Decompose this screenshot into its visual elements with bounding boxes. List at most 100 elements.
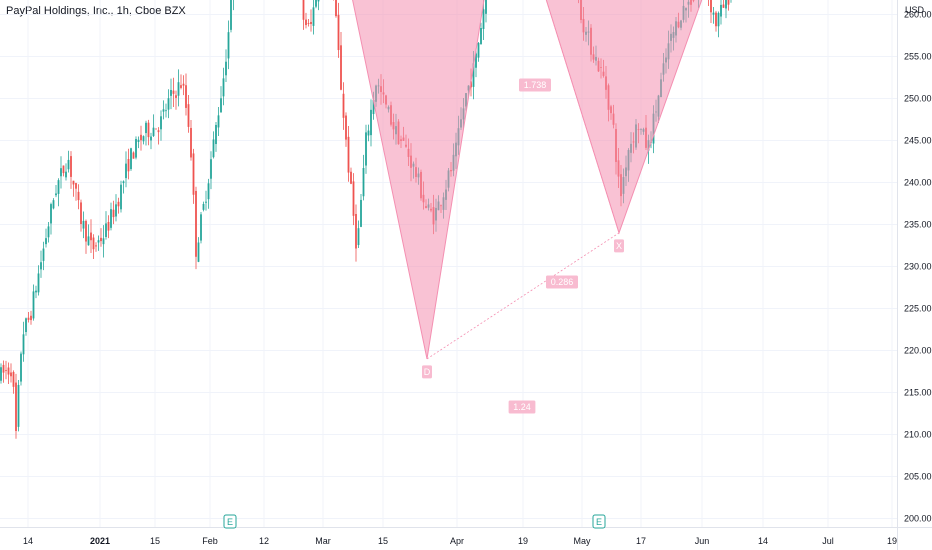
x-tick-label: Mar <box>315 536 331 546</box>
candle <box>135 136 137 160</box>
x-tick-label: Jun <box>695 536 710 546</box>
candle <box>90 219 92 254</box>
candle <box>717 11 720 38</box>
candle <box>355 204 357 262</box>
candle <box>25 317 27 336</box>
candle <box>105 211 107 240</box>
candle <box>362 154 365 201</box>
candle <box>352 173 355 226</box>
candle <box>20 351 22 386</box>
candle <box>72 180 75 197</box>
candle <box>0 363 2 384</box>
svg-text:1.24: 1.24 <box>513 402 531 412</box>
y-tick-label: 225.00 <box>904 304 932 314</box>
candle <box>210 151 212 190</box>
candle <box>27 312 30 323</box>
x-tick-label: May <box>573 536 591 546</box>
candle <box>185 73 187 116</box>
candle <box>117 197 120 214</box>
candle <box>120 180 122 213</box>
candle <box>110 202 112 231</box>
x-tick-label: Apr <box>450 536 464 546</box>
candle <box>305 12 307 29</box>
candle <box>217 107 220 136</box>
candle <box>142 135 145 145</box>
candle <box>130 147 132 171</box>
candle <box>70 151 72 189</box>
earnings-icon[interactable]: E <box>592 514 606 529</box>
candle <box>152 114 155 137</box>
candle <box>220 86 222 113</box>
candle <box>357 220 360 248</box>
candle <box>122 180 125 194</box>
candle <box>720 0 722 25</box>
candle <box>335 0 337 18</box>
candle <box>190 120 192 161</box>
candle <box>207 178 210 209</box>
candle <box>350 167 352 185</box>
candle <box>202 201 205 212</box>
candle <box>485 0 487 23</box>
ratio-label: 1.738 <box>519 78 551 92</box>
candle <box>347 125 350 182</box>
candle <box>62 165 65 177</box>
y-tick-label: 215.00 <box>904 388 932 398</box>
candle <box>60 156 62 189</box>
candle <box>187 94 190 133</box>
candle <box>92 234 95 260</box>
candle <box>40 250 42 278</box>
candle <box>162 100 165 120</box>
candle <box>175 90 177 110</box>
candle <box>712 6 715 24</box>
candle <box>5 360 7 380</box>
candle <box>85 219 87 254</box>
y-tick-label: 250.00 <box>904 94 932 104</box>
candle <box>708 0 709 7</box>
pattern-triangle-bxa <box>545 0 703 235</box>
candle <box>192 148 195 204</box>
candle <box>710 0 712 24</box>
svg-text:0.286: 0.286 <box>551 277 574 287</box>
candle <box>67 150 70 173</box>
candle <box>42 241 45 271</box>
x-tick-label: 14 <box>758 536 768 546</box>
candle <box>182 75 185 96</box>
candle <box>230 0 232 33</box>
candle <box>315 0 317 9</box>
x-tick-label: 19 <box>887 536 897 546</box>
candle <box>360 194 362 228</box>
candle <box>200 212 202 244</box>
earnings-icon[interactable]: E <box>223 514 237 529</box>
candle <box>65 163 67 181</box>
candle <box>225 49 227 83</box>
pattern-triangle-cdb <box>352 0 485 360</box>
candle <box>160 110 162 141</box>
candle <box>80 199 82 232</box>
candle <box>35 285 37 299</box>
y-tick-label: 260.00 <box>904 10 932 20</box>
candle <box>112 200 115 225</box>
candle <box>100 228 102 247</box>
candle <box>77 184 80 210</box>
candle <box>17 379 20 432</box>
x-tick-label: 14 <box>23 536 33 546</box>
x-tick-label: 19 <box>518 536 528 546</box>
candle <box>212 131 215 159</box>
candle <box>145 120 147 146</box>
candle <box>50 202 52 235</box>
pattern-point-x: X <box>614 239 624 253</box>
candle <box>715 10 717 32</box>
y-tick-label: 220.00 <box>904 346 932 356</box>
candle <box>227 20 230 70</box>
candle <box>75 182 77 201</box>
y-tick-label: 245.00 <box>904 136 932 146</box>
y-tick-label: 210.00 <box>904 430 932 440</box>
y-tick-label: 255.00 <box>904 52 932 62</box>
candle <box>312 0 315 35</box>
candle <box>340 31 342 91</box>
candle <box>10 363 12 383</box>
candle <box>180 74 182 90</box>
candle <box>215 121 217 152</box>
